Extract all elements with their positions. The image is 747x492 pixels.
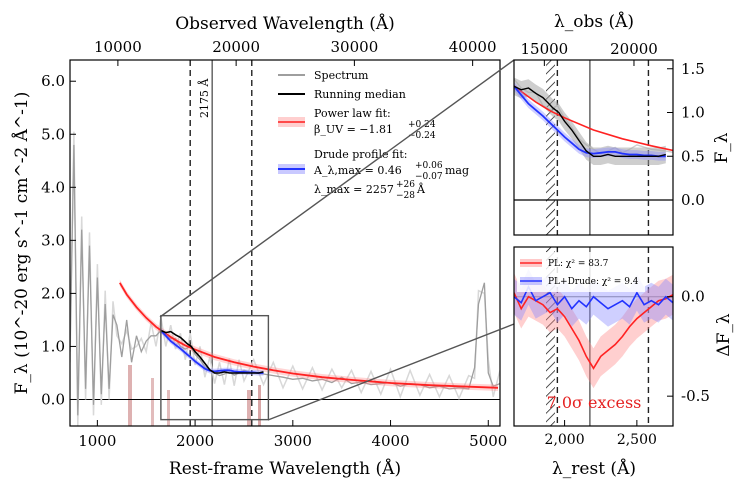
absorption-mark [247, 390, 251, 426]
zoom-bottom-y-label: ΔF_λ [714, 313, 734, 357]
legend-band-pl-drude [520, 277, 542, 285]
main-panel: 1000 2000 3000 4000 5000 0.0 1.0 2.0 3.0 4.0 5.0 6.… [11, 13, 507, 479]
feature-2175-label: 2175 Å [197, 78, 211, 118]
absorption-mark [128, 365, 132, 426]
zoom-top-median-line [514, 85, 666, 157]
zoom-top-y-tick-label: 0.5 [681, 147, 705, 165]
top-axis-label: Observed Wavelength (Å) [175, 13, 395, 34]
top-tick-label: 10000 [94, 38, 142, 56]
legend-powerlaw-beta-up: +0.24 [408, 120, 436, 130]
legend-drude-amax-up: +0.06 [415, 161, 443, 171]
y-axis-label: F_λ (10^-20 erg s^-1 cm^-2 Å^-1) [11, 92, 32, 395]
zoom-top-hatch [546, 60, 555, 235]
main-legend: Spectrum Running median Power law fit: β… [278, 69, 469, 201]
legend-pl: PL: χ² = 83.7 [548, 259, 609, 269]
zoom-bottom-panel: 0.0 -0.5 2,000 2,500 PL: χ² = 83.7 PL+Drude… [513, 246, 734, 479]
zoom-top-powerlaw-line [514, 84, 673, 152]
legend-drude-amax: A_λ,max = 0.46 [313, 164, 402, 177]
legend-drude-lmax-lo: −28 [396, 191, 415, 201]
zoom-connectors [159, 59, 515, 421]
zoom-top-top-tick-label: 15000 [520, 40, 568, 58]
zoom-bottom-legend: PL: χ² = 83.7 PL+Drude: χ² = 9.4 [517, 252, 645, 292]
zoom-top-axes-frame [513, 59, 674, 236]
zoom-box [160, 314, 270, 421]
zoom-connector-top [159, 59, 515, 318]
median-line [160, 329, 264, 374]
zoom-top-plot-area [514, 60, 673, 235]
top-tick-label: 40000 [449, 38, 497, 56]
zoom-top-y-tick-label: 1.5 [681, 60, 705, 78]
y-tick-label: 6.0 [41, 72, 65, 90]
zoom-bottom-drude-line [514, 284, 673, 311]
y-tick-label: 4.0 [41, 178, 65, 196]
y-tick-label: 5.0 [41, 125, 65, 143]
x-tick-label: 2000 [176, 432, 214, 450]
main-ticks: 1000 2000 3000 4000 5000 0.0 1.0 2.0 3.0 4.0 5.0 6.… [41, 38, 507, 450]
zoom-top-median-band [514, 77, 666, 165]
main-axes-frame [69, 59, 501, 427]
legend-band-powerlaw [278, 117, 305, 127]
x-tick-label: 4000 [371, 432, 409, 450]
absorption-mark [167, 390, 170, 426]
x-tick-label: 1000 [78, 432, 116, 450]
zoom-bottom-x-tick-label: 2,000 [545, 432, 585, 448]
drude-band [160, 327, 264, 376]
y-tick-label: 2.0 [41, 284, 65, 302]
legend-pl-drude: PL+Drude: χ² = 9.4 [548, 277, 639, 287]
zoom-top-axis-label: λ_obs (Å) [554, 11, 634, 32]
absorption-mark [151, 378, 154, 426]
legend-band-pl [520, 259, 542, 267]
zoom-bottom-ticks: 0.0 -0.5 2,000 2,500 [545, 288, 710, 448]
legend-spectrum: Spectrum [314, 69, 369, 82]
top-tick-label: 20000 [212, 38, 260, 56]
zoom-bottom-pl-band [514, 272, 673, 389]
top-tick-label: 30000 [331, 38, 379, 56]
legend-drude-lmax: λ_max = 2257 [314, 183, 394, 196]
legend-powerlaw-beta-lo: −0.24 [408, 131, 436, 141]
zoom-bottom-x-label: λ_rest (Å) [552, 458, 636, 479]
legend-powerlaw-beta: β_UV = −1.81 [314, 123, 393, 136]
zoom-top-ticks: 0.0 0.5 1.0 1.5 15000 20000 [520, 40, 704, 209]
x-tick-label: 3000 [274, 432, 312, 450]
y-tick-label: 3.0 [41, 231, 65, 249]
zoom-bottom-legend-box [517, 252, 645, 292]
zoom-top-drude-band [514, 81, 666, 161]
absorption-mark [258, 385, 261, 426]
legend-drude-title: Drude profile fit: [314, 148, 407, 161]
x-axis-label: Rest-frame Wavelength (Å) [169, 458, 401, 479]
excess-annotation: 7.0σ excess [547, 393, 642, 412]
y-tick-label: 1.0 [41, 337, 65, 355]
legend-drude-lmax-up: +26 [396, 180, 415, 190]
zoom-top-y-tick-label: 1.0 [681, 104, 705, 122]
zoom-top-y-tick-label: 0.0 [681, 191, 705, 209]
legend-powerlaw-title: Power law fit: [314, 107, 391, 120]
absorption-marks [128, 365, 261, 426]
y-tick-label: 0.0 [41, 390, 65, 408]
zoom-bottom-y-tick-label: -0.5 [681, 387, 710, 405]
legend-drude-lmax-unit: Å [416, 182, 426, 196]
main-plot-area [70, 60, 500, 426]
x-tick-label: 5000 [469, 432, 507, 450]
legend-drude-amax-lo: −0.07 [415, 172, 443, 182]
zoom-bottom-pl-line [514, 292, 673, 370]
spectrum-noise-line [70, 131, 500, 426]
zoom-top-top-tick-label: 20000 [610, 40, 658, 58]
legend-drude-amax-unit: mag [445, 164, 469, 177]
zoom-bottom-x-tick-label: 2,500 [617, 432, 657, 448]
zoom-top-y-label: F_λ [712, 132, 732, 163]
powerlaw-line [119, 282, 499, 389]
zoom-bottom-y-tick-label: 0.0 [681, 288, 705, 306]
zoom-bottom-axes-frame [513, 246, 674, 427]
zoom-top-panel: 0.0 0.5 1.0 1.5 15000 20000 λ_obs (Å) F_λ [513, 11, 732, 236]
legend-median: Running median [314, 88, 406, 101]
zoom-connector-bottom [267, 323, 515, 421]
zoom-bottom-hatch [546, 247, 555, 426]
